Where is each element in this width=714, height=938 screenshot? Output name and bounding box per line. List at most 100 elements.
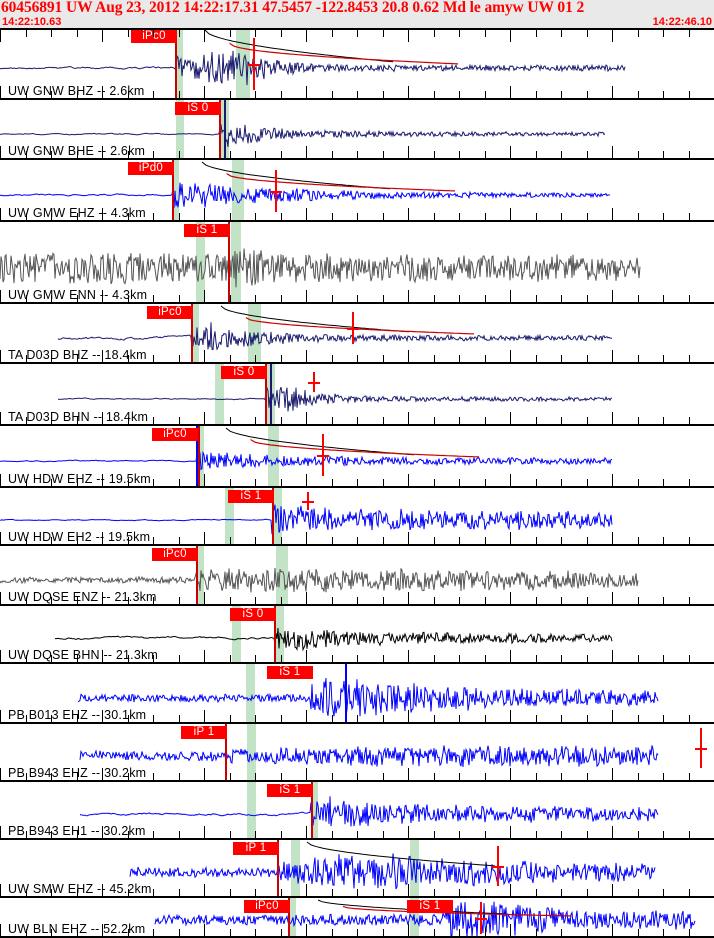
trace-label: UW GNW BHE -- 2.6km — [8, 144, 145, 158]
phase-pick-label[interactable]: iPd0 — [128, 162, 174, 175]
waveform-trace — [0, 248, 641, 288]
waveform-trace — [0, 567, 639, 593]
phase-pick-label[interactable]: iP 1 — [233, 842, 279, 855]
trace-panel[interactable]: iS 0 UW DQSE BHN -- 21.3km — [0, 606, 714, 664]
trace-label: UW DQSE ENZ -- 21.3km — [8, 590, 157, 604]
trace-panel[interactable]: iPc0 UW GNW BHZ -- 2.6km — [0, 28, 714, 100]
phase-pick-label[interactable]: iS 1 — [267, 784, 313, 797]
pick-marker-line[interactable] — [274, 606, 276, 662]
phase-pick-label[interactable]: iPc0 — [152, 548, 198, 561]
pick-marker-line[interactable] — [272, 488, 274, 544]
phase-pick-label[interactable]: iPc0 — [244, 900, 290, 913]
phase-window-shade — [272, 488, 282, 546]
time-axis — [0, 838, 714, 840]
phase-pick-label[interactable]: iP 1 — [181, 726, 227, 739]
phase-window-shade — [232, 160, 244, 222]
time-axis — [0, 604, 714, 606]
phase-window-shade — [288, 898, 296, 938]
coda-cross-tick — [347, 328, 359, 330]
trace-panel[interactable]: iPc0 UW HDW EHZ -- 19.5km — [0, 426, 714, 488]
pick-marker-line[interactable] — [198, 426, 200, 486]
trace-panel[interactable]: iPc0 TA D03D BHZ -- 18.4km — [0, 304, 714, 364]
time-axis-ticks — [0, 924, 714, 936]
coda-cross-tick — [317, 455, 329, 457]
pick-marker-line[interactable] — [219, 100, 221, 158]
top-border — [0, 28, 714, 30]
pick-marker-line[interactable] — [225, 724, 227, 780]
phase-pick-label[interactable]: iS 1 — [228, 490, 274, 503]
trace-panel[interactable]: iPd0 UW GMW EHZ -- 4.3km — [0, 160, 714, 222]
trace-panel[interactable]: iS 1 PB B013 EHZ -- 30.1km — [0, 664, 714, 724]
phase-pick-label[interactable]: iPc0 — [147, 306, 193, 319]
pick-marker-line[interactable] — [277, 840, 279, 896]
phase-window-shade — [225, 488, 234, 546]
time-axis-ticks — [0, 710, 714, 722]
pick-marker-line[interactable] — [196, 426, 198, 486]
pick-marker-line[interactable] — [196, 546, 198, 604]
trace-label: UW BLN EHZ -- 52.2km — [8, 922, 146, 936]
trace-label: UW HDW EHZ -- 19.5km — [8, 472, 151, 486]
time-axis-ticks — [0, 146, 714, 158]
trace-panel[interactable]: iS 0 UW GNW BHE -- 2.6km — [0, 100, 714, 160]
phase-pick-label[interactable]: iS 0 — [221, 366, 267, 379]
time-axis — [0, 780, 714, 782]
trace-panel[interactable]: iP 1 PB B943 EHZ -- 30.2km — [0, 724, 714, 782]
phase-window-shade — [176, 100, 184, 160]
coda-cross-tick — [695, 748, 707, 750]
pick-marker-line[interactable] — [172, 160, 174, 220]
trace-label: UW SMW EHZ -- 45.2km — [8, 882, 152, 896]
pick-marker-line[interactable] — [270, 364, 272, 424]
time-axis-ticks — [0, 350, 714, 362]
time-axis — [0, 362, 714, 364]
trace-panel[interactable]: iPc0 iS 1 UW BLN EHZ -- 52.2km — [0, 898, 714, 938]
pick-marker-line[interactable] — [288, 898, 290, 936]
coda-cross-tick — [475, 918, 487, 920]
trace-stack[interactable]: iPc0 UW GNW BHZ -- 2.6km iS 0 UW GNW BHE --… — [0, 28, 714, 938]
trace-panel[interactable]: iS 1 UW HDW EH2 -- 19.5km — [0, 488, 714, 546]
phase-window-shade — [247, 724, 256, 782]
phase-window-shade — [268, 426, 279, 488]
trace-panel[interactable]: iS 1 PB B943 EH1 -- 30.2km — [0, 782, 714, 840]
time-axis-ticks — [0, 884, 714, 896]
pick-marker-line[interactable] — [265, 364, 267, 424]
pick-marker-line[interactable] — [191, 304, 193, 362]
trace-panel[interactable]: iS 1 UW GMW ENN -- 4.3km — [0, 222, 714, 304]
pick-marker-line[interactable] — [345, 664, 347, 722]
phase-window-shade — [231, 222, 241, 304]
time-axis-ticks — [0, 474, 714, 486]
phase-pick-label[interactable]: iS 0 — [175, 102, 221, 115]
phase-pick-label[interactable]: iPc0 — [152, 428, 198, 441]
waveform-trace — [129, 841, 656, 890]
phase-window-shade — [232, 606, 241, 664]
phase-pick-label[interactable]: iS 1 — [407, 900, 453, 913]
waveform-trace — [54, 627, 613, 652]
waveform-trace — [79, 796, 659, 827]
waveform-trace — [78, 678, 659, 717]
time-axis — [0, 896, 714, 898]
time-axis-ticks — [0, 650, 714, 662]
waveform-trace — [0, 427, 613, 471]
phase-pick-label[interactable]: iS 0 — [230, 608, 276, 621]
time-axis — [0, 302, 714, 304]
time-axis-ticks — [0, 768, 714, 780]
trace-panel[interactable]: iS 0 TA D03D BHN -- 18.4km — [0, 364, 714, 426]
phase-pick-label[interactable]: iPc0 — [131, 30, 177, 43]
time-axis-ticks — [0, 532, 714, 544]
phase-window-shade — [246, 664, 255, 724]
time-axis-ticks — [0, 86, 714, 98]
phase-pick-label[interactable]: iS 1 — [267, 666, 313, 679]
trace-label: UW DQSE BHN -- 21.3km — [8, 648, 159, 662]
time-axis-ticks — [0, 208, 714, 220]
trace-panel[interactable]: iPc0 UW DQSE ENZ -- 21.3km — [0, 546, 714, 606]
phase-pick-label[interactable]: iS 1 — [184, 224, 230, 237]
time-axis-ticks — [0, 592, 714, 604]
pick-marker-line[interactable] — [228, 222, 230, 302]
waveform-trace — [0, 161, 611, 209]
pick-marker-line[interactable] — [311, 782, 313, 838]
trace-panel[interactable]: iP 1 UW SMW EHZ -- 45.2km — [0, 840, 714, 898]
waveform-trace — [0, 29, 626, 86]
pick-marker-line[interactable] — [175, 28, 177, 98]
trace-label: UW GNW BHZ -- 2.6km — [8, 84, 145, 98]
time-axis-ticks — [0, 826, 714, 838]
pick-marker-line[interactable] — [224, 100, 226, 158]
